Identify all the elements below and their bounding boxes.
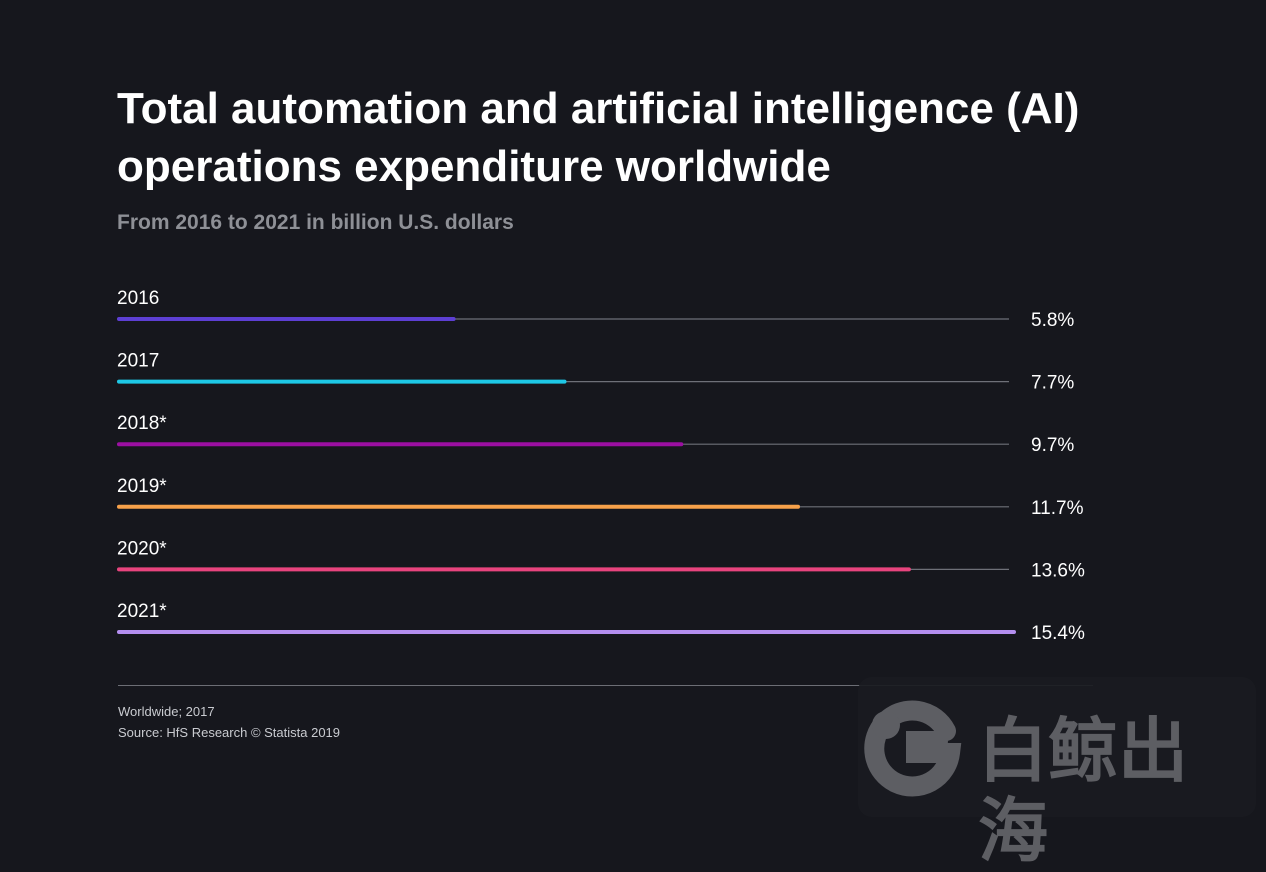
bar-row: 2020* 13.6% bbox=[117, 538, 1085, 581]
watermark: 白鲸出海 bbox=[858, 677, 1256, 871]
bar-row: 2018* 9.7% bbox=[117, 413, 1074, 456]
whale-logo-icon bbox=[864, 700, 962, 797]
bar-row: 2016 5.8% bbox=[117, 288, 1074, 331]
category-label: 2019* bbox=[117, 476, 167, 497]
value-label: 9.7% bbox=[1031, 435, 1074, 456]
bar bbox=[117, 317, 456, 321]
footer-divider bbox=[118, 685, 1093, 686]
watermark-text: 白鲸出海 bbox=[978, 710, 1188, 872]
category-label: 2017 bbox=[117, 351, 159, 372]
value-label: 15.4% bbox=[1031, 623, 1085, 644]
value-label: 13.6% bbox=[1031, 560, 1085, 581]
bar-row: 2017 7.7% bbox=[117, 351, 1074, 394]
source-note: Source: HfS Research © Statista 2019 bbox=[118, 725, 341, 740]
bar-chart: 2016 5.8% 2017 7.7% 2018* 9.7% 2019* 11.7% 2020*… bbox=[117, 288, 1085, 644]
category-label: 2016 bbox=[117, 288, 159, 309]
bar bbox=[117, 379, 567, 384]
bar-row: 2021* 15.4% bbox=[117, 601, 1085, 644]
chart-subtitle: From 2016 to 2021 in billion U.S. dollar… bbox=[117, 211, 514, 234]
value-label: 7.7% bbox=[1031, 373, 1074, 394]
value-label: 5.8% bbox=[1031, 310, 1074, 331]
bar bbox=[117, 504, 801, 509]
category-label: 2018* bbox=[117, 413, 167, 434]
chart-title: Total automation and artificial intellig… bbox=[117, 84, 1080, 191]
bar bbox=[117, 630, 1016, 634]
category-label: 2021* bbox=[117, 601, 167, 622]
region-note: Worldwide; 2017 bbox=[118, 704, 215, 719]
category-label: 2020* bbox=[117, 538, 167, 559]
bar bbox=[117, 567, 911, 572]
bar-row: 2019* 11.7% bbox=[117, 476, 1084, 519]
bar bbox=[117, 442, 684, 447]
value-label: 11.7% bbox=[1031, 498, 1084, 519]
